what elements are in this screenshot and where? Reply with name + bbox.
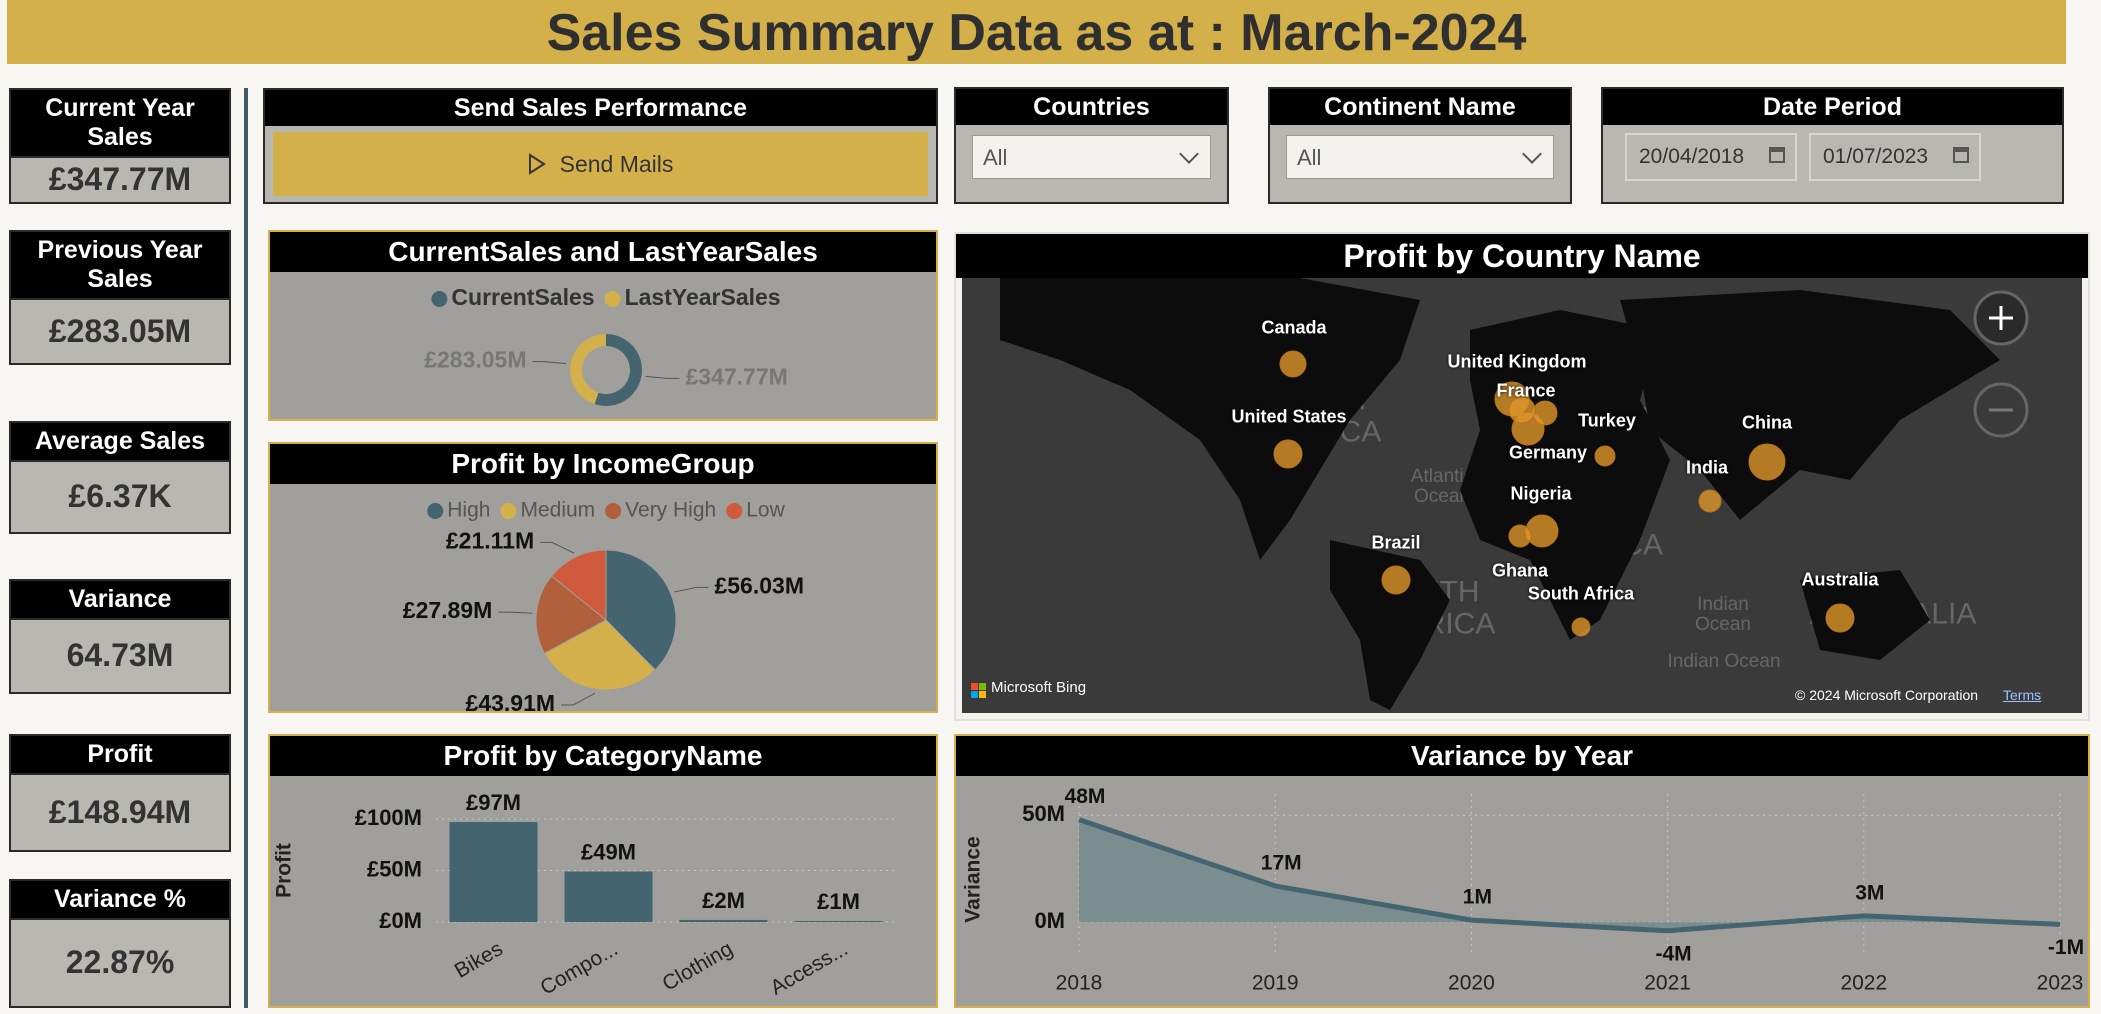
action-panel: Send Sales Performance Send Mails xyxy=(263,88,938,204)
dropdown[interactable]: All xyxy=(1286,135,1554,179)
region-label: Indian Ocean xyxy=(1667,651,1781,673)
header-bar xyxy=(7,0,2066,64)
country-label: United Kingdom xyxy=(1447,351,1587,372)
chart-panel: Profit by CategoryName xyxy=(268,734,938,1008)
kpi-value: 22.87% xyxy=(11,917,229,1006)
filter-panel: Continent Name All xyxy=(1268,87,1572,204)
kpi-label: Variance xyxy=(11,581,229,618)
play-icon xyxy=(528,153,546,175)
button-label: Send Mails xyxy=(559,150,674,177)
filter-title: Date Period xyxy=(1603,89,2062,125)
chart-panel: CurrentSales and LastYearSales xyxy=(268,230,938,421)
filter-panel: Date Period 20/04/2018 01/07/2023 xyxy=(1601,87,2064,204)
kpi-value: £347.77M xyxy=(11,155,229,203)
region-label: Indian Ocean xyxy=(1695,594,1751,635)
kpi-card: Previous Year Sales £283.05M xyxy=(9,230,231,365)
chevron xyxy=(1522,144,1542,164)
region-label: Atlantic Ocean xyxy=(1410,466,1474,507)
kpi-value: 64.73M xyxy=(11,617,229,692)
kpi-label: Profit xyxy=(11,736,229,773)
country-label: Brazil xyxy=(1371,532,1421,553)
country-label: Germany xyxy=(1508,442,1588,463)
country-label: Canada xyxy=(1261,317,1327,338)
calendar-icon xyxy=(1769,147,1785,163)
country-label: Nigeria xyxy=(1510,483,1572,504)
date-input[interactable]: 01/07/2023 xyxy=(1809,133,1981,181)
dropdown-value: All xyxy=(983,145,1008,170)
kpi-card: Current Year Sales £347.77M xyxy=(9,88,231,204)
kpi-card: Variance 64.73M xyxy=(9,579,231,694)
country-label: India xyxy=(1685,457,1729,478)
map-terms[interactable]: Terms xyxy=(2003,687,2042,703)
filter-title: Continent Name xyxy=(1270,89,1570,125)
chart-panel: Profit by IncomeGroup xyxy=(268,442,938,713)
chart-title: Profit by CategoryName xyxy=(270,736,936,776)
kpi-value: £148.94M xyxy=(11,772,229,850)
region-label: SOUTH AMERICA xyxy=(1358,575,1496,640)
map-title: Profit by Country Name xyxy=(956,234,2088,278)
chart-title: Variance by Year xyxy=(956,736,2088,776)
page-title: Sales Summary Data as at : March-2024 xyxy=(546,4,1527,62)
date-value: 01/07/2023 xyxy=(1823,145,1929,168)
chart-title: Profit by IncomeGroup xyxy=(270,444,936,484)
date-input[interactable]: 20/04/2018 xyxy=(1625,133,1797,181)
kpi-card: Profit £148.94M xyxy=(9,734,231,852)
kpi-card: Average Sales £6.37K xyxy=(9,421,231,534)
calendar-icon xyxy=(1953,147,1969,163)
dropdown[interactable]: All xyxy=(972,135,1211,179)
chevron xyxy=(1179,144,1199,164)
country-label: Ghana xyxy=(1491,560,1549,581)
country-label: South Africa xyxy=(1527,583,1635,604)
kpi-label: Average Sales xyxy=(11,423,229,460)
play-shape xyxy=(528,153,546,175)
map-copyright: © 2024 Microsoft Corporation xyxy=(1795,687,1979,703)
country-label: Australia xyxy=(1801,569,1879,590)
kpi-label: Current Year Sales xyxy=(11,90,229,156)
send-mails-button[interactable]: Send Mails xyxy=(273,132,928,196)
kpi-label: Variance % xyxy=(11,881,229,918)
date-value: 20/04/2018 xyxy=(1639,145,1745,168)
divider xyxy=(244,88,248,1008)
chart-title: CurrentSales and LastYearSales xyxy=(270,232,936,272)
kpi-card: Variance % 22.87% xyxy=(9,879,231,1008)
country-label: France xyxy=(1496,380,1556,401)
filter-title: Countries xyxy=(956,89,1227,125)
kpi-label: Previous Year Sales xyxy=(11,232,229,298)
country-label: China xyxy=(1741,412,1793,433)
map-panel: Profit by Country Name xyxy=(954,232,2090,721)
chart-panel: Variance by Year xyxy=(954,734,2090,1008)
action-title: Send Sales Performance xyxy=(265,90,936,126)
kpi-value: £283.05M xyxy=(11,297,229,364)
kpi-value: £6.37K xyxy=(11,459,229,532)
country-label: Turkey xyxy=(1578,410,1636,431)
region-label: AFRICA xyxy=(1552,528,1664,562)
region-label: AUSTRALIA xyxy=(1809,597,1977,631)
map-provider: Microsoft Bing xyxy=(991,679,1087,696)
dropdown-value: All xyxy=(1297,145,1322,170)
country-label: United States xyxy=(1231,406,1347,427)
filter-panel: Countries All xyxy=(954,87,1229,204)
